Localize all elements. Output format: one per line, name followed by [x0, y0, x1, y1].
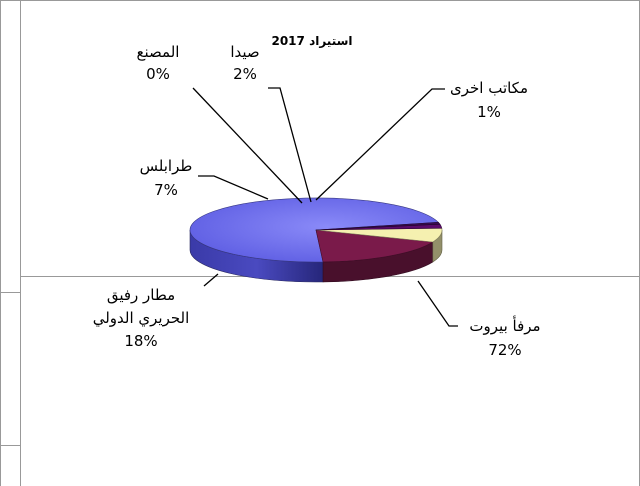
slice-name-port: مرفأ بيروت: [469, 315, 540, 335]
chart-title: استيراد 2017: [271, 34, 352, 48]
leader-line-saida: [268, 87, 312, 203]
leader-line-airport: [203, 273, 219, 287]
slice-value-other: 1%: [477, 103, 501, 121]
slice-name-tripoli: طرابلس: [140, 157, 193, 175]
slice-value-factory: 0%: [146, 65, 170, 83]
slice-name-airport-line1: مطار رفيق: [107, 286, 175, 304]
slice-value-airport: 18%: [124, 332, 157, 350]
slice-value-saida: 2%: [233, 65, 257, 83]
pie-slice-airport: [315, 229, 434, 263]
leader-line-other: [315, 88, 445, 201]
slice-name-saida: صيدا: [230, 43, 259, 61]
leader-line-factory: [192, 87, 303, 204]
leader-lines: [192, 87, 458, 327]
slice-name-airport-line2: الحريري الدولي: [93, 309, 190, 328]
pie-slice-port: [189, 197, 439, 263]
pie-slice-other: [315, 221, 441, 231]
leader-line-port: [417, 280, 458, 327]
slice-value-tripoli: 7%: [154, 181, 178, 199]
slice-name-factory: المصنع: [137, 43, 180, 61]
leader-line-tripoli: [198, 175, 269, 200]
slice-name-other: مكاتب اخرى: [450, 79, 528, 97]
slice-value-port: 72%: [488, 341, 521, 359]
